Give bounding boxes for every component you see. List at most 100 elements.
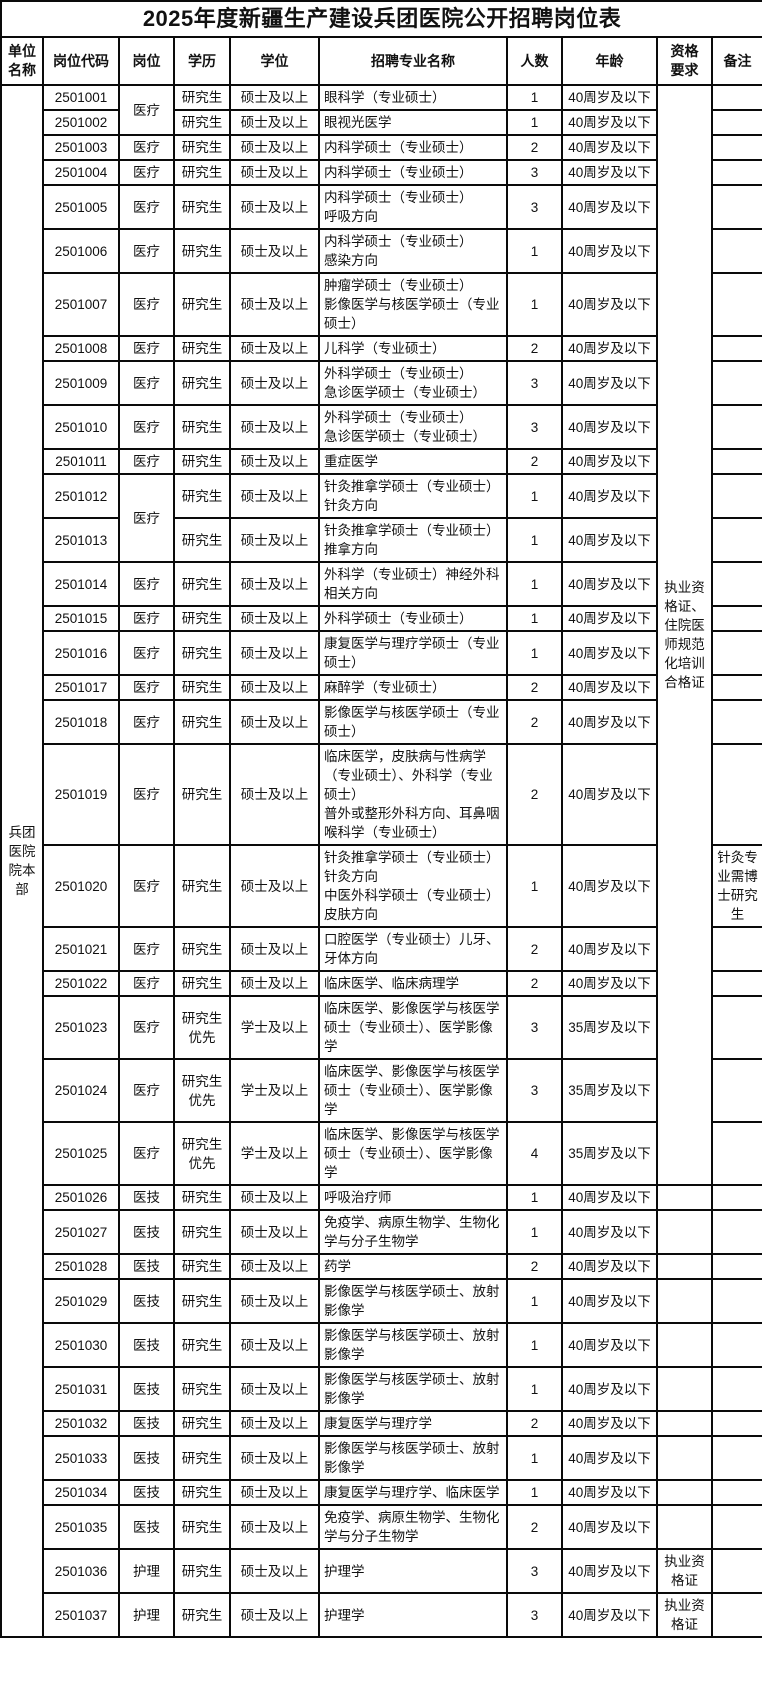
count-cell: 3 [506,184,563,230]
major-cell: 药学 [318,1253,508,1280]
degree-cell: 硕士及以上 [229,404,320,450]
remark-cell [710,360,762,406]
degree-cell: 硕士及以上 [229,159,320,186]
table-row: 2501030 医技 研究生 硕士及以上 影像医学与核医学硕士、放射影像学 1 40周岁及以… [1,1322,762,1368]
post-cell: 医疗 [118,970,175,997]
table-row: 2501017 医疗 研究生 硕士及以上 麻醉学（专业硕士） 2 40周岁及以下 [1,674,762,701]
major-cell: 康复医学与理疗学、临床医学 [318,1479,508,1506]
education-cell: 研究生 [173,1592,231,1638]
post-cell: 医疗 [118,1121,175,1186]
table-row: 2501010 医疗 研究生 硕士及以上 外科学硕士（专业硕士） 急诊医学硕士（专业硕士… [1,404,762,450]
education-cell: 研究生 [173,926,231,972]
degree-cell: 学士及以上 [229,995,320,1060]
major-cell: 重症医学 [318,448,508,475]
remark-cell [710,1253,762,1280]
col-header-qualification: 资格 要求 [656,36,713,86]
major-cell: 影像医学与核医学硕士（专业硕士） [318,699,508,745]
major-cell: 临床医学，皮肤病与性病学（专业硕士）、外科学（专业硕士） 普外或整形外科方向、耳… [318,743,508,846]
remark-cell [710,743,762,846]
major-cell: 康复医学与理疗学 [318,1410,508,1437]
post-cell: 医疗 [118,561,175,607]
age-cell: 40周岁及以下 [561,630,658,676]
count-cell: 2 [506,674,563,701]
code-cell: 2501023 [42,995,120,1060]
code-cell: 2501013 [42,517,120,563]
code-cell: 2501024 [42,1058,120,1123]
age-cell: 35周岁及以下 [561,1121,658,1186]
table-row: 2501023 医疗 研究生 优先 学士及以上 临床医学、影像医学与核医学硕士（专业硕士… [1,995,762,1060]
code-cell: 2501012 [42,473,120,519]
count-cell: 3 [506,159,563,186]
count-cell: 2 [506,926,563,972]
code-cell: 2501037 [42,1592,120,1638]
remark-cell [710,335,762,362]
education-cell: 研究生 [173,970,231,997]
col-header-post: 岗位 [118,36,175,86]
major-cell: 呼吸治疗师 [318,1184,508,1211]
age-cell: 40周岁及以下 [561,404,658,450]
remark-cell [710,1322,762,1368]
age-cell: 40周岁及以下 [561,517,658,563]
table-row: 2501024 医疗 研究生 优先 学士及以上 临床医学、影像医学与核医学硕士（专业硕士… [1,1058,762,1123]
count-cell: 1 [506,630,563,676]
table-row: 2501032 医技 研究生 硕士及以上 康复医学与理疗学 2 40周岁及以下 [1,1410,762,1437]
education-cell: 研究生 [173,517,231,563]
major-cell: 临床医学、影像医学与核医学硕士（专业硕士）、医学影像学 [318,1121,508,1186]
age-cell: 40周岁及以下 [561,473,658,519]
count-cell: 1 [506,1209,563,1255]
remark-cell [710,228,762,274]
code-cell: 2501001 [42,84,120,111]
degree-cell: 硕士及以上 [229,184,320,230]
age-cell: 40周岁及以下 [561,561,658,607]
remark-cell [710,184,762,230]
post-cell: 医疗 [118,448,175,475]
code-cell: 2501011 [42,448,120,475]
remark-cell: 针灸专业需博士研究生 [710,844,762,928]
post-cell: 医疗 [118,84,175,136]
table-row: 2501016 医疗 研究生 硕士及以上 康复医学与理疗学硕士（专业硕士） 1 40周岁及以… [1,630,762,676]
remark-cell [710,1592,762,1638]
major-cell: 临床医学、临床病理学 [318,970,508,997]
education-cell: 研究生 [173,1184,231,1211]
page-title: 2025年度新疆生产建设兵团医院公开招聘岗位表 [0,0,762,38]
count-cell: 2 [506,970,563,997]
degree-cell: 硕士及以上 [229,1410,320,1437]
remark-cell [710,109,762,136]
table-row: 2501021 医疗 研究生 硕士及以上 口腔医学（专业硕士）儿牙、牙体方向 2 40周岁及… [1,926,762,972]
education-cell: 研究生 [173,630,231,676]
degree-cell: 硕士及以上 [229,109,320,136]
count-cell: 3 [506,1592,563,1638]
post-cell: 医疗 [118,272,175,337]
col-header-education: 学历 [173,36,231,86]
age-cell: 40周岁及以下 [561,674,658,701]
post-cell: 医技 [118,1366,175,1412]
col-header-age: 年龄 [561,36,658,86]
qualification-cell [656,1479,713,1506]
post-cell: 医技 [118,1435,175,1481]
age-cell: 40周岁及以下 [561,605,658,632]
count-cell: 2 [506,134,563,161]
degree-cell: 硕士及以上 [229,1184,320,1211]
age-cell: 40周岁及以下 [561,84,658,111]
code-cell: 2501029 [42,1278,120,1324]
qualification-cell [656,1253,713,1280]
age-cell: 40周岁及以下 [561,1366,658,1412]
table-row: 2501006 医疗 研究生 硕士及以上 内科学硕士（专业硕士） 感染方向 1 40周岁及以… [1,228,762,274]
table-row: 2501018 医疗 研究生 硕士及以上 影像医学与核医学硕士（专业硕士） 2 40周岁及以… [1,699,762,745]
education-cell: 研究生 [173,109,231,136]
table-row: 2501037 护理 研究生 硕士及以上 护理学 3 40周岁及以下 执业资格证 [1,1592,762,1638]
education-cell: 研究生 [173,272,231,337]
age-cell: 40周岁及以下 [561,1322,658,1368]
major-cell: 内科学硕士（专业硕士） [318,134,508,161]
qualification-cell [656,1366,713,1412]
education-cell: 研究生 [173,335,231,362]
code-cell: 2501020 [42,844,120,928]
major-cell: 针灸推拿学硕士（专业硕士）推拿方向 [318,517,508,563]
age-cell: 40周岁及以下 [561,184,658,230]
table-row: 2501011 医疗 研究生 硕士及以上 重症医学 2 40周岁及以下 [1,448,762,475]
age-cell: 35周岁及以下 [561,995,658,1060]
code-cell: 2501006 [42,228,120,274]
count-cell: 1 [506,605,563,632]
count-cell: 1 [506,1322,563,1368]
table-row: 2501009 医疗 研究生 硕士及以上 外科学硕士（专业硕士） 急诊医学硕士（专业硕士… [1,360,762,406]
